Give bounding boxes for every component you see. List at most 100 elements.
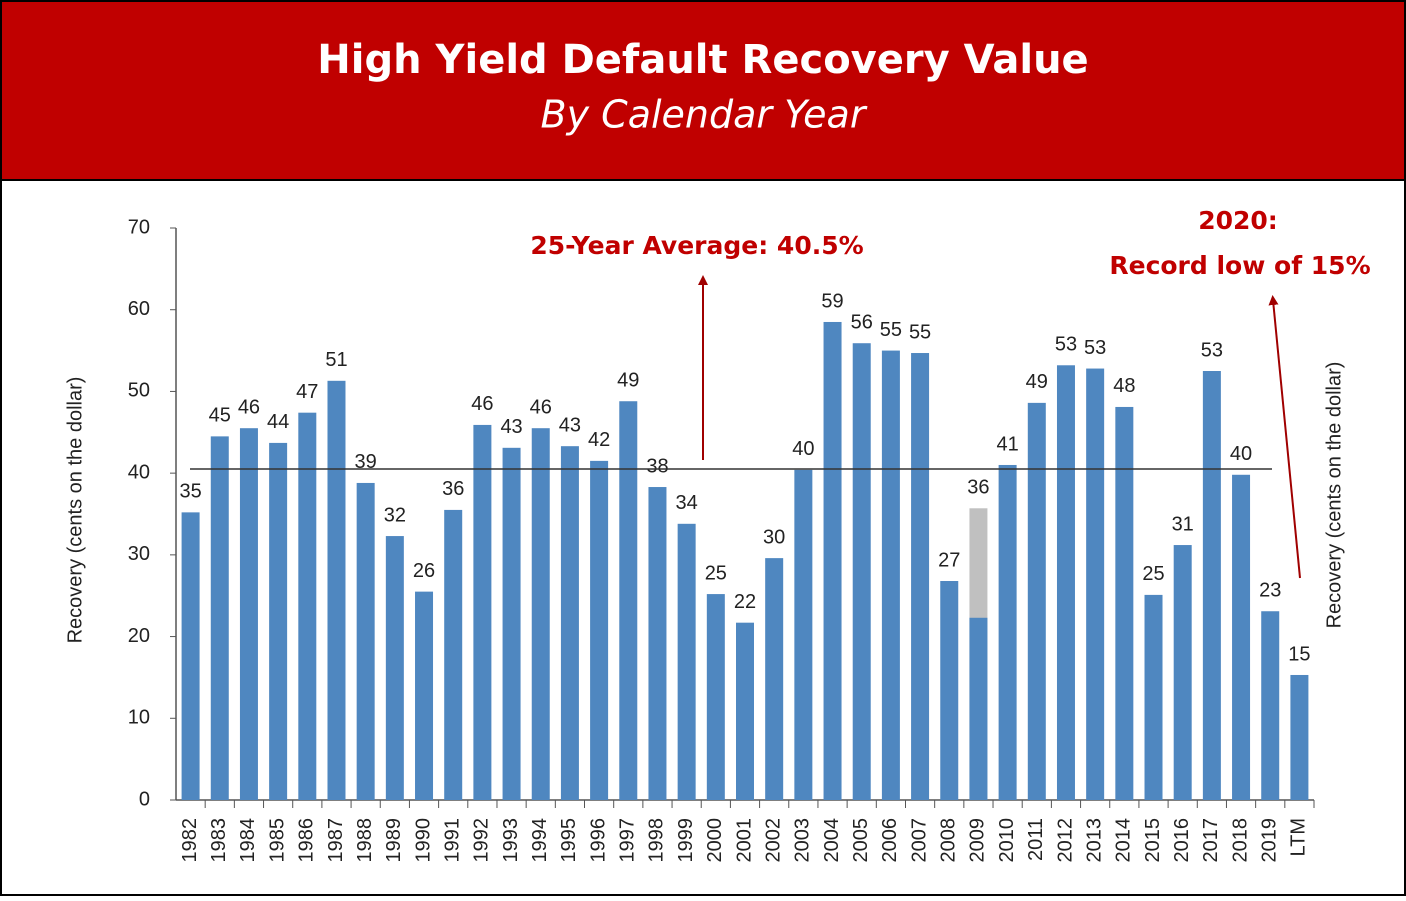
x-tick-label: 1983 bbox=[208, 818, 230, 863]
bar bbox=[210, 436, 229, 800]
bar bbox=[1027, 402, 1046, 800]
x-tick-label: 2007 bbox=[908, 818, 930, 863]
value-label: 47 bbox=[296, 381, 318, 403]
x-tick-label: 1996 bbox=[587, 818, 609, 863]
bar bbox=[1202, 371, 1221, 800]
annotation: 2020: bbox=[1198, 206, 1278, 235]
bar bbox=[619, 401, 638, 800]
value-label: 38 bbox=[646, 455, 668, 477]
value-label: 40 bbox=[1230, 443, 1252, 465]
bar bbox=[415, 591, 434, 800]
x-tick-label: 2009 bbox=[967, 818, 989, 863]
value-label: 27 bbox=[938, 549, 960, 571]
value-label: 48 bbox=[1113, 375, 1135, 397]
value-label: 42 bbox=[588, 429, 610, 451]
value-label: 39 bbox=[355, 451, 377, 473]
value-label: 23 bbox=[1259, 580, 1281, 602]
value-label: 44 bbox=[267, 411, 289, 433]
x-tick-label: 1991 bbox=[441, 818, 463, 863]
y2-axis-label: Recovery (cents on the dollar) bbox=[1323, 362, 1345, 629]
bar bbox=[1173, 545, 1192, 800]
value-label: 36 bbox=[442, 478, 464, 500]
value-label: 40 bbox=[792, 438, 814, 460]
y-tick-label: 10 bbox=[128, 707, 150, 729]
value-label: 26 bbox=[413, 560, 435, 582]
x-tick-label: 2006 bbox=[879, 818, 901, 863]
x-tick-label: 2005 bbox=[850, 818, 872, 863]
x-tick-label: 1998 bbox=[646, 818, 668, 863]
bar bbox=[1056, 365, 1075, 800]
annotation: 25-Year Average: 40.5% bbox=[530, 231, 863, 260]
x-tick-label: 1995 bbox=[558, 818, 580, 863]
value-label: 55 bbox=[909, 321, 931, 343]
bar bbox=[736, 622, 754, 800]
x-tick-label: 1997 bbox=[617, 818, 639, 863]
x-tick-label: 2012 bbox=[1054, 818, 1076, 863]
x-tick-label: 2014 bbox=[1113, 818, 1135, 863]
x-tick-label: 1992 bbox=[471, 818, 493, 863]
bar bbox=[269, 442, 288, 800]
bar bbox=[560, 446, 579, 800]
value-label: 41 bbox=[996, 433, 1018, 455]
value-label: 46 bbox=[238, 396, 260, 418]
value-label: 49 bbox=[617, 370, 639, 392]
value-label: 56 bbox=[851, 311, 873, 333]
value-label: 53 bbox=[1055, 334, 1077, 356]
chart-subtitle: By Calendar Year bbox=[541, 93, 868, 137]
bar bbox=[794, 469, 813, 800]
bar bbox=[1290, 674, 1309, 800]
x-tick-label: 2004 bbox=[821, 818, 843, 863]
value-label: 30 bbox=[763, 526, 785, 548]
bar bbox=[1261, 611, 1280, 800]
x-tick-label: 2015 bbox=[1142, 818, 1164, 863]
bar bbox=[823, 321, 842, 800]
value-label: 34 bbox=[676, 492, 698, 514]
bar bbox=[648, 487, 667, 800]
bar bbox=[298, 412, 317, 800]
value-label: 32 bbox=[384, 504, 406, 526]
bar bbox=[940, 581, 959, 800]
bar bbox=[969, 617, 988, 800]
value-label: 53 bbox=[1201, 339, 1223, 361]
y-axis-label: Recovery (cents on the dollar) bbox=[64, 377, 86, 644]
header bbox=[0, 0, 1406, 181]
value-label: 15 bbox=[1288, 643, 1310, 665]
y-tick-label: 40 bbox=[128, 461, 150, 483]
x-tick-label: 2011 bbox=[1025, 818, 1047, 861]
bar bbox=[998, 464, 1017, 800]
value-label: 22 bbox=[734, 591, 756, 613]
value-label: 59 bbox=[821, 290, 843, 312]
bar bbox=[444, 509, 463, 800]
x-tick-label: 1986 bbox=[296, 818, 318, 863]
x-tick-label: 2013 bbox=[1083, 818, 1105, 863]
value-label: 25 bbox=[1142, 563, 1164, 585]
value-label: 53 bbox=[1084, 337, 1106, 359]
x-tick-label: 2016 bbox=[1171, 818, 1193, 863]
x-tick-label: 1982 bbox=[179, 818, 201, 863]
x-tick-label: 1987 bbox=[325, 818, 347, 863]
bar bbox=[706, 594, 725, 800]
value-label: 51 bbox=[325, 349, 347, 371]
x-tick-label: 1985 bbox=[266, 818, 288, 863]
value-label: 55 bbox=[880, 319, 902, 341]
x-tick-label: 2003 bbox=[792, 818, 814, 863]
x-tick-label: 2002 bbox=[762, 818, 784, 863]
bar bbox=[590, 460, 609, 800]
bar bbox=[356, 482, 375, 800]
y-tick-label: 20 bbox=[128, 625, 150, 647]
x-tick-label: LTM bbox=[1288, 818, 1310, 857]
bar bbox=[852, 343, 871, 800]
chart-title: High Yield Default Recovery Value bbox=[317, 37, 1088, 83]
bar bbox=[1115, 406, 1134, 800]
bar bbox=[327, 380, 346, 800]
x-tick-label: 2000 bbox=[704, 818, 726, 863]
x-tick-label: 1984 bbox=[237, 818, 259, 863]
annotation: Record low of 15% bbox=[1109, 251, 1370, 280]
value-label: 46 bbox=[530, 396, 552, 418]
x-tick-label: 1993 bbox=[500, 818, 522, 863]
x-tick-label: 2001 bbox=[733, 818, 755, 863]
x-tick-label: 2017 bbox=[1200, 818, 1222, 863]
x-tick-label: 1999 bbox=[675, 818, 697, 863]
arrow bbox=[1268, 295, 1301, 579]
x-tick-label: 2019 bbox=[1259, 818, 1281, 863]
